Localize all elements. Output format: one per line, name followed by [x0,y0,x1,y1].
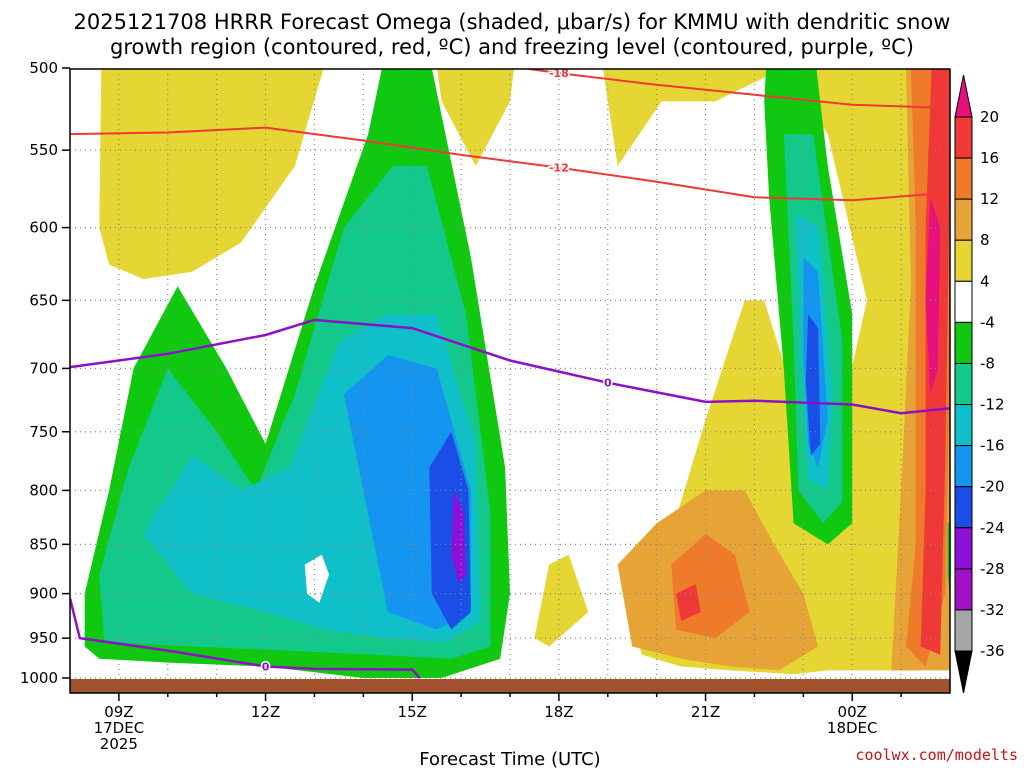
colorbar-swatch-2 [954,198,973,241]
ground-surface-bar [70,679,950,693]
colorbar-swatch-1 [954,157,973,200]
xtick-label-12-0: 12Z [251,703,280,721]
omega-region-17 [925,197,941,395]
xtick-label-9-0: 09Z [104,703,133,721]
pressure-axis: 2503003504004505005506006507007508008509… [20,59,70,687]
xtick-label-21-0: 21Z [691,703,720,721]
omega-shading-layer [84,69,950,678]
dgz-contour-label-1: -12 [549,162,569,175]
ytick-label-500: 500 [29,59,58,77]
colorbar-swatch-4 [954,280,973,323]
x-axis-label: Forecast Time (UTC) [419,749,600,768]
xtick-label-18-0: 18Z [544,703,573,721]
colorbar-label-12: -32 [980,601,1005,619]
colorbar-bottom-triangle [954,650,973,694]
omega-region-26 [451,490,466,585]
chart-title-line-2: growth region (contoured, red, ºC) and f… [110,35,914,59]
colorbar-swatch-11 [954,568,973,611]
colorbar-swatch-7 [954,404,973,447]
omega-region-20 [676,584,701,621]
site-credit: coolwx.com/modelts [855,746,1018,764]
colorbar-swatch-12 [954,609,973,652]
dgz-contour-0 [522,69,950,109]
freezing-contour-0 [70,318,950,415]
colorbar-label-6: -8 [980,354,995,372]
omega-region-0 [99,69,324,279]
colorbar-swatch-8 [954,445,973,488]
colorbar-top-triangle [954,74,973,118]
omega-region-32 [805,314,821,456]
colorbar-label-4: 4 [980,272,990,290]
ytick-label-850: 850 [29,535,58,553]
freezing-contour-label-1: 0 [262,661,270,674]
dgz-contour-1 [70,126,950,202]
ytick-label-700: 700 [29,359,58,377]
colorbar-label-3: 8 [980,231,990,249]
ytick-label-950: 950 [29,629,58,647]
colorbar-swatch-10 [954,527,973,570]
gridlines [70,69,950,679]
colorbar-swatch-5 [954,321,973,364]
contour-layer: -18 -12 0 0 [70,67,950,679]
colorbar-swatch-0 [954,116,973,159]
colorbar-swatch-9 [954,486,973,529]
colorbar-label-9: -20 [980,478,1005,496]
colorbar-label-10: -24 [980,519,1005,537]
colorbar-label-1: 16 [980,149,999,167]
colorbar-swatch-6 [954,362,973,406]
omega-colorbar: 20 16 12 8 4 -4 -8 -12 -16 -20 -24 -28 -32 -36 [954,74,1005,694]
colorbar-label-2: 12 [980,190,999,208]
ytick-label-900: 900 [29,585,58,603]
colorbar-label-0: 20 [980,108,999,126]
colorbar-label-5: -4 [980,313,995,331]
colorbar-label-11: -28 [980,560,1005,578]
dgz-contour-label-0: -18 [549,67,569,80]
ytick-label-750: 750 [29,423,58,441]
colorbar-label-7: -12 [980,396,1005,414]
freezing-contour-1 [70,598,421,679]
colorbar-swatch-3 [954,239,973,282]
xtick-label-15-0: 15Z [398,703,427,721]
colorbar-label-13: -36 [980,642,1005,660]
omega-region-4 [437,69,514,166]
xtick-label-24-1: 18DEC [827,719,878,737]
omega-region-8 [534,554,589,647]
ytick-label-650: 650 [29,291,58,309]
ytick-label-550: 550 [29,141,58,159]
xtick-label-24-0: 00Z [838,703,867,721]
freezing-contour-label-0: 0 [604,377,612,390]
ytick-label-1000: 1000 [20,669,58,687]
ytick-label-800: 800 [29,481,58,499]
xtick-label-9-1: 17DEC [94,719,145,737]
colorbar-label-8: -16 [980,437,1005,455]
plot-area: -18 -12 0 0 [70,67,950,679]
xtick-label-9-2: 2025 [100,735,138,753]
chart-title-line-1: 2025121708 HRRR Forecast Omega (shaded, … [74,10,951,34]
ytick-label-600: 600 [29,219,58,237]
omega-region-27 [304,554,330,603]
